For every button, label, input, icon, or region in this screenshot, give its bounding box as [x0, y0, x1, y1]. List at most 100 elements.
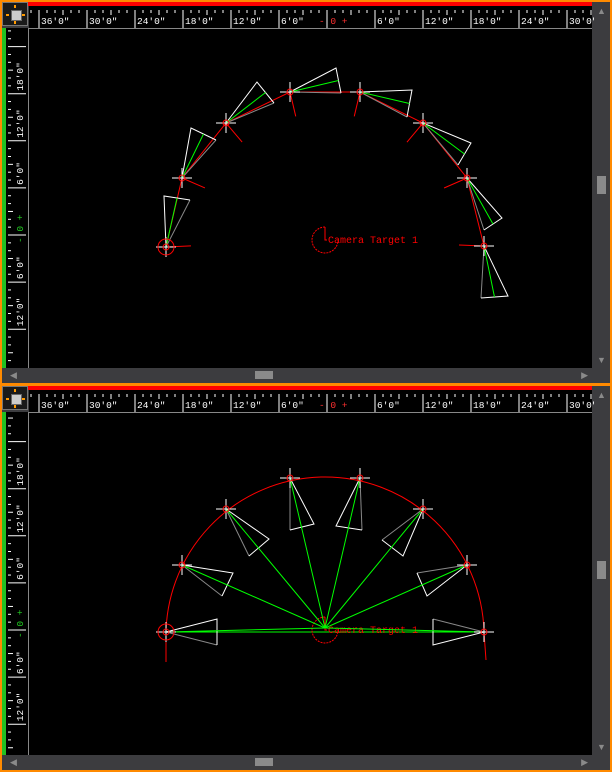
camera-marker: [222, 119, 230, 127]
camera-marker: [286, 88, 294, 96]
drawing-canvas[interactable]: Camera Target 1: [29, 413, 592, 757]
ruler-label: 24'0": [521, 400, 550, 411]
ruler-label: 6'0": [281, 400, 304, 411]
ruler-label: 6'0": [377, 400, 400, 411]
scroll-right-arrow-icon[interactable]: ▶: [581, 370, 588, 380]
frustum-edge: [359, 91, 408, 118]
ruler-label: 18'0": [473, 400, 502, 411]
camera-frustum: [381, 508, 424, 557]
camera-target-icon: [311, 616, 339, 644]
active-viewport-bar: [2, 2, 592, 6]
camera-marker: [222, 505, 230, 513]
ruler-label: 6'0": [15, 557, 26, 580]
camera-marker: [480, 242, 488, 250]
ruler-label: 6'0": [15, 651, 26, 674]
sight-line: [483, 245, 495, 298]
camera-tick: [406, 122, 424, 143]
viewport-control-button[interactable]: [2, 386, 28, 410]
frustum-edge: [165, 199, 191, 248]
sight-line: [165, 627, 326, 633]
frustum-edge: [225, 508, 250, 557]
sight-line: [359, 91, 410, 104]
horizontal-ruler[interactable]: 36'0" 30'0" 24'0" 18'0" 12'0" 6'0" - 0 + 6'0" 12…: [29, 6, 598, 29]
ruler-label: 18'0": [473, 16, 502, 27]
camera-frustum: [335, 477, 363, 531]
camera-frustum: [422, 122, 472, 166]
scroll-up-arrow-icon[interactable]: ▲: [597, 390, 606, 400]
ruler-label: 12'0": [15, 504, 26, 533]
vertical-scrollbar[interactable]: ▲ ▼: [594, 388, 610, 754]
frustum-edge: [181, 564, 223, 597]
frustum-edge: [225, 102, 275, 124]
camera-path: [165, 476, 487, 661]
horizontal-scrollbar[interactable]: ◀ ▶: [2, 368, 592, 383]
camera-marker: [286, 474, 294, 482]
camera-tick: [225, 122, 243, 143]
ruler-label: - 0 +: [319, 16, 348, 27]
horizontal-scroll-thumb[interactable]: [255, 371, 273, 379]
camera-marker: [480, 628, 488, 636]
ruler-label: 30'0": [89, 16, 118, 27]
ruler-label: 18'0": [15, 457, 26, 486]
top-viewport[interactable]: 36'0" 30'0" 24'0" 18'0" 12'0" 6'0" - 0 + 6'0" 12…: [0, 0, 612, 385]
vertical-ruler[interactable]: 18'0" 12'0" 6'0" - 0 + 6'0" 12'0": [2, 412, 29, 757]
scroll-up-arrow-icon[interactable]: ▲: [597, 6, 606, 16]
camera-frustum: [416, 564, 468, 597]
sight-line: [422, 122, 465, 155]
scroll-left-arrow-icon[interactable]: ◀: [10, 757, 17, 767]
ruler-label: 36'0": [41, 16, 70, 27]
camera-target-icon: [324, 617, 327, 631]
ruler-label: 12'0": [425, 16, 454, 27]
camera-frustum: [225, 81, 275, 124]
frustum-edge: [422, 122, 459, 166]
vertical-scrollbar[interactable]: ▲ ▼: [594, 4, 610, 367]
ruler-label: 30'0": [569, 16, 594, 27]
camera-marker: [178, 174, 186, 182]
vertical-scroll-thumb[interactable]: [597, 561, 606, 579]
ruler-label: 12'0": [15, 109, 26, 138]
sight-line: [289, 80, 339, 93]
camera-marker: [463, 561, 471, 569]
frustum-edge: [432, 618, 485, 633]
origin-indicator: [2, 28, 6, 370]
pan-icon: [11, 10, 22, 21]
sight-line: [181, 133, 204, 179]
camera-tick: [289, 91, 297, 117]
camera-target-label[interactable]: Camera Target 1: [328, 626, 418, 637]
drawing-canvas[interactable]: Camera Target 1: [29, 29, 592, 370]
ruler-label: - 0 +: [15, 214, 26, 243]
camera-frustum: [432, 619, 485, 646]
vertical-ruler[interactable]: 18'0" 12'0" 6'0" - 0 + 6'0" 12'0": [2, 28, 29, 370]
camera-tick: [353, 91, 361, 117]
sight-line: [324, 627, 485, 633]
camera-target-label[interactable]: Camera Target 1: [328, 236, 418, 247]
horizontal-scroll-thumb[interactable]: [255, 758, 273, 766]
frustum-edge: [466, 177, 485, 231]
scroll-left-arrow-icon[interactable]: ◀: [10, 370, 17, 380]
viewport-control-button[interactable]: [2, 2, 28, 26]
horizontal-ruler[interactable]: 36'0" 30'0" 24'0" 18'0" 12'0" 6'0" - 0 + 6'0" 12…: [29, 390, 598, 413]
camera-marker: [419, 119, 427, 127]
camera-marker: [463, 174, 471, 182]
sight-line: [466, 177, 494, 225]
camera-frustum: [225, 508, 270, 557]
ruler-label: 12'0": [15, 298, 26, 327]
vertical-scroll-thumb[interactable]: [597, 176, 606, 194]
ruler-label: 30'0": [569, 400, 594, 411]
ruler-label: - 0 +: [15, 609, 26, 638]
ruler-label: 12'0": [425, 400, 454, 411]
camera-marker: [162, 243, 170, 251]
scroll-down-arrow-icon[interactable]: ▼: [597, 355, 606, 365]
scroll-down-arrow-icon[interactable]: ▼: [597, 742, 606, 752]
front-viewport[interactable]: 36'0" 30'0" 24'0" 18'0" 12'0" 6'0" - 0 + 6'0" 12…: [0, 384, 612, 772]
ruler-label: 6'0": [377, 16, 400, 27]
camera-path: [165, 91, 485, 248]
sight-line: [181, 564, 326, 629]
ruler-label: 6'0": [281, 16, 304, 27]
scroll-right-arrow-icon[interactable]: ▶: [581, 757, 588, 767]
frustum-edge: [416, 564, 468, 574]
camera-frustum: [359, 89, 413, 118]
horizontal-scrollbar[interactable]: ◀ ▶: [2, 755, 592, 770]
ruler-label: 30'0": [89, 400, 118, 411]
ruler-label: 18'0": [185, 16, 214, 27]
